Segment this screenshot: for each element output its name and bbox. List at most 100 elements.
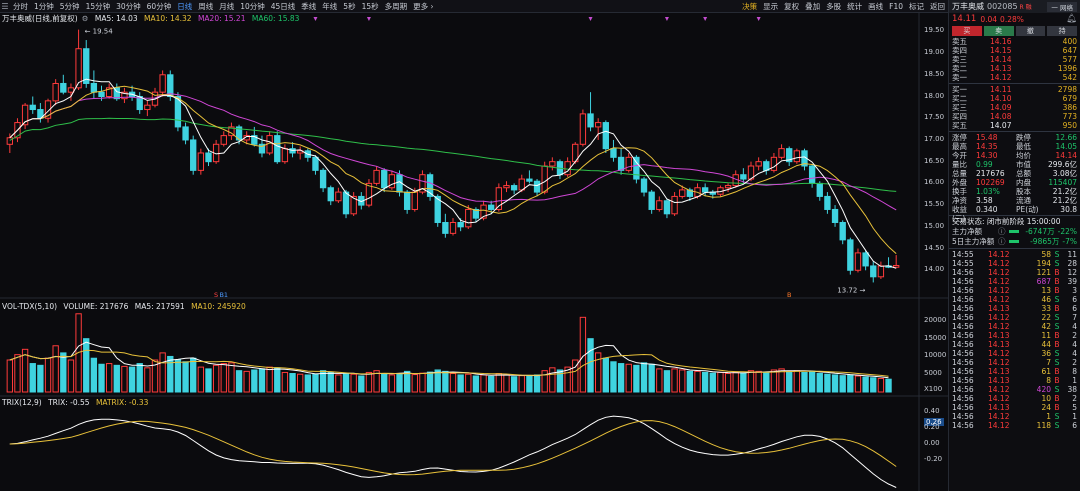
stat-value: 30.8 [1060,205,1077,214]
stat-row: 换手 1.03% 股本 21.2亿 [949,187,1080,196]
ask-row[interactable]: 卖四 14.15 647 [949,46,1080,55]
tick-count: 11 [1067,250,1077,259]
timeframe-tab[interactable]: 更多 › [413,1,434,11]
sell-button[interactable]: 卖 [983,26,1014,36]
timeframe-tab[interactable]: 15秒 [361,1,379,11]
timeframe-tab[interactable]: 60分钟 [146,1,172,11]
ask-price: 14.15 [990,46,1012,55]
candle-body [335,191,342,202]
timeframe-tab[interactable]: 分时 [13,1,28,11]
volume-bar [709,372,716,393]
timeframe-tab[interactable]: 季线 [301,1,317,11]
stat-label: 换手 [952,187,967,196]
buy-button[interactable]: 买 [952,26,982,36]
candle-body [75,48,82,89]
toolbar-button[interactable]: 返回 [930,1,945,11]
timeframe-tab[interactable]: 15分钟 [85,1,111,11]
bid-row[interactable]: 买四 14.08 773 [949,112,1080,121]
ask-row[interactable]: 卖五 14.16 400 [949,37,1080,46]
stat-label: 总额 [1016,169,1031,178]
volume-bar [350,373,357,393]
tick-list[interactable]: 14:55 14.12 58 S 11 14:55 14.12 194 S 28 14:56 14.1… [949,250,1080,430]
volume-bar [885,378,892,393]
bell-icon[interactable]: 🔔︎ [1066,14,1077,24]
volume-bar [755,370,762,393]
candle-body [877,265,885,278]
toolbar-button[interactable]: 复权 [784,1,800,11]
bid-row[interactable]: 买五 14.07 950 [949,121,1080,130]
volume-bar [648,363,655,393]
axis-label: 0.20 [924,423,940,431]
timeframe-tab[interactable]: 10分钟 [240,1,265,11]
stat-label: 最高 [952,142,967,151]
tick-volume: 61 [1041,367,1051,376]
ask-row[interactable]: 卖二 14.13 1396 [949,64,1080,73]
volume-bar [465,373,472,393]
capital-flows: 主力净额 ⓘ -6747万 -22% 5日主力净额 ⓘ -9865万 -7% [949,227,1080,247]
candle-body [281,148,289,163]
timeframe-tab[interactable]: 30分钟 [116,1,141,11]
candle-body [847,239,854,271]
ask-row[interactable]: 卖一 14.12 542 [949,73,1080,82]
volume-bar [610,361,617,393]
stat-row: 涨停 15.48 跌停 12.66 [949,133,1080,142]
timeframe-tab[interactable]: 5分钟 [59,1,80,11]
volume-bar [572,359,579,393]
flow-pct: -22% [1057,227,1077,236]
tick-price: 14.12 [988,313,1010,322]
tick-time: 14:56 [952,376,974,385]
timeframe-tab[interactable]: 年线 [322,1,338,11]
settings-icon[interactable]: ⚙ [81,14,89,23]
ask-row[interactable]: 卖三 14.14 577 [949,55,1080,64]
tick-time: 14:55 [952,250,974,259]
toolbar-button[interactable]: 统计 [847,1,863,11]
signal-marker [366,17,371,21]
volume-bar [503,374,510,393]
info-icon[interactable]: ⓘ [998,227,1006,236]
volume-bar [808,370,816,393]
stat-value: 14.30 [976,151,998,160]
volume-bar [495,373,503,393]
info-icon[interactable]: ⓘ [998,237,1006,246]
toolbar-button[interactable]: F10 [889,1,903,11]
volume-bar [778,368,785,393]
timeframe-tab[interactable]: 5秒 [343,1,356,11]
timeframe-tab[interactable]: 45日线 [270,1,296,11]
candlestick-chart[interactable]: ← 19.54 13.72 → S B1 B [0,0,948,491]
stat-value: 21.2亿 [1052,196,1077,205]
toolbar-button[interactable]: 显示 [763,1,779,11]
candle-body [105,87,113,98]
toolbar-button[interactable]: 多股 [826,1,842,11]
stat-label: 涨停 [952,133,967,142]
bid-row[interactable]: 买一 14.11 2798 [949,85,1080,94]
candle-body [831,208,839,223]
network-dropdown[interactable]: 一 网络 [1047,1,1077,12]
volume-bar [182,361,189,393]
toolbar-button[interactable]: 画线 [868,1,884,11]
toolbar-button[interactable]: 标记 [909,1,924,11]
menu-icon[interactable]: ☰ [1,1,9,11]
cancel-button[interactable]: 撤 [1015,26,1046,36]
toolbar-button[interactable]: 叠加 [805,1,821,11]
volume-bar [197,366,205,393]
stat-label: 外盘 [952,178,967,187]
position-button[interactable]: 持 [1047,26,1077,36]
tick-time: 14:56 [952,340,974,349]
timeframe-tab[interactable]: 周线 [198,1,214,11]
volume-bar [136,363,143,393]
timeframe-tab[interactable]: 多周期 [384,1,408,11]
timeframe-tab[interactable]: 1分钟 [34,1,54,11]
volume-ma10: MA10: 245920 [191,302,246,311]
bid-row[interactable]: 买三 14.09 386 [949,103,1080,112]
toolbar-button[interactable]: 决策 [742,1,758,11]
axis-label: 10000 [924,351,947,360]
timeframe-tab[interactable]: 月线 [219,1,235,11]
tick-price: 14.12 [988,295,1010,304]
tick-volume: 118 [1036,421,1051,430]
candle-body [778,148,785,158]
bid-row[interactable]: 买二 14.10 679 [949,94,1080,103]
tick-time: 14:56 [952,421,974,430]
timeframe-tab[interactable]: 日线 [177,1,193,11]
volume-bar [686,370,694,393]
stat-value: 14.35 [976,142,998,151]
